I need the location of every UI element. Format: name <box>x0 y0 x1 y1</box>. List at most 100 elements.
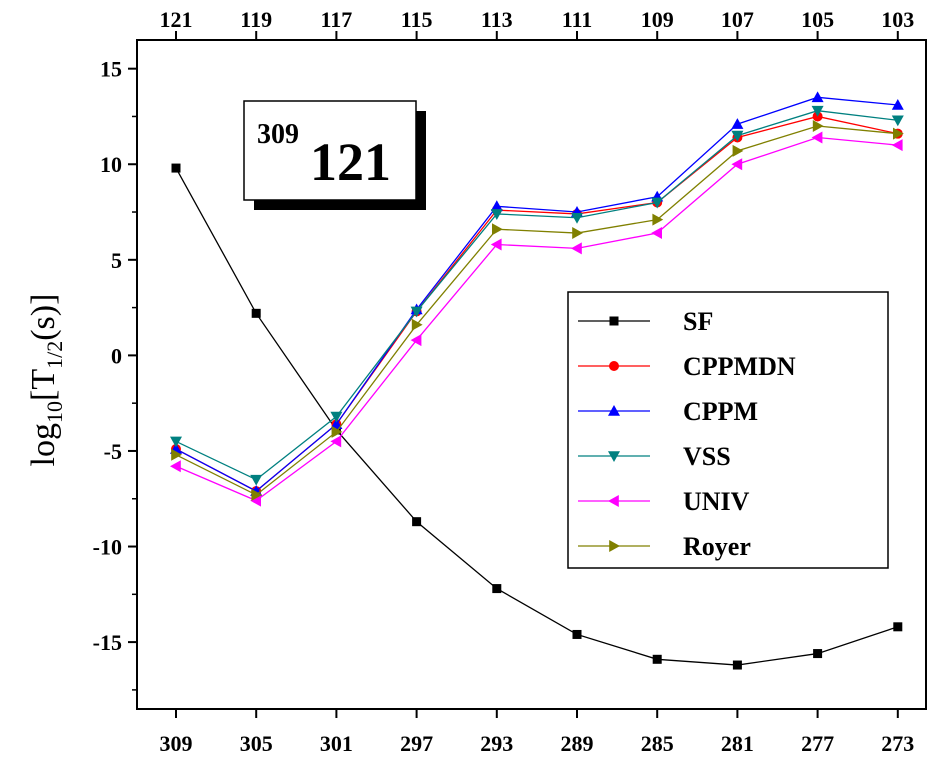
x-tick-label: 309 <box>160 731 193 756</box>
y-tick-label: -15 <box>93 630 122 655</box>
data-point <box>652 654 662 664</box>
x-top-tick-label: 119 <box>240 7 272 32</box>
legend-item-royer: Royer <box>578 532 751 561</box>
data-point <box>251 488 263 501</box>
data-point <box>572 227 583 240</box>
data-point <box>170 436 182 448</box>
data-point <box>412 517 422 527</box>
x-tick-label: 289 <box>561 731 594 756</box>
legend-label: Royer <box>683 532 751 561</box>
data-point <box>330 411 343 423</box>
data-point <box>330 435 342 448</box>
legend-marker <box>608 451 620 462</box>
x-top-tick-label: 103 <box>881 7 914 32</box>
data-point <box>410 306 423 318</box>
data-point <box>492 584 502 594</box>
series-line <box>175 110 898 481</box>
data-point <box>891 115 904 127</box>
x-top-tick-label: 113 <box>481 7 513 32</box>
legend-marker <box>609 361 619 371</box>
x-tick-label: 301 <box>320 731 353 756</box>
legend-item-sf: SF <box>578 307 713 336</box>
data-point <box>893 127 904 140</box>
data-point <box>490 200 503 212</box>
data-point <box>250 474 263 486</box>
x-tick-label: 277 <box>801 731 834 756</box>
data-point <box>571 212 583 224</box>
x-tick-label: 281 <box>721 731 754 756</box>
y-label-end: (s)] <box>25 294 62 341</box>
data-point <box>811 131 823 144</box>
plot-frame <box>136 39 927 710</box>
data-point <box>250 494 261 507</box>
data-point <box>171 163 181 173</box>
series-univ <box>170 131 903 507</box>
series-layer <box>170 91 904 670</box>
legend-marker <box>609 540 620 552</box>
x-top-tick-label: 121 <box>160 7 193 32</box>
data-point <box>170 460 181 473</box>
legend-item-univ: UNIV <box>578 487 750 516</box>
legend-label: UNIV <box>683 487 750 516</box>
data-point <box>813 649 823 659</box>
data-point <box>891 139 903 152</box>
data-point <box>571 242 582 255</box>
data-point <box>731 158 743 171</box>
legend-label: SF <box>683 307 713 336</box>
data-point <box>811 105 824 117</box>
annotation-box: 309 121 <box>243 100 426 210</box>
data-point <box>651 197 664 209</box>
legend-marker <box>608 495 619 507</box>
y-tick-label: -5 <box>104 439 122 464</box>
legend: SF CPPMDN CPPM VSS UNIV Royer <box>567 291 889 569</box>
y-label-mid: [T <box>25 369 62 401</box>
legend-item-cppm: CPPM <box>578 397 758 426</box>
data-point <box>171 448 182 461</box>
data-point <box>732 660 742 670</box>
data-point <box>651 227 662 240</box>
annotation-frame <box>243 100 417 201</box>
x-tick-label: 285 <box>641 731 674 756</box>
x-top-tick-label: 105 <box>801 7 834 32</box>
data-point <box>891 98 904 110</box>
legend-label: CPPMDN <box>683 352 796 381</box>
y-tick-label: 5 <box>111 248 122 273</box>
legend-marker <box>609 316 619 326</box>
series-line <box>175 96 898 492</box>
ticks-layer: 309 121 305 119 301 117 297 115 293 113 289 111 285 1… <box>93 7 915 756</box>
legend-items: SF CPPMDN CPPM VSS UNIV Royer <box>578 307 796 561</box>
data-point <box>732 144 744 157</box>
y-label-base: log <box>25 423 62 466</box>
data-point <box>331 425 343 438</box>
x-top-tick-label: 109 <box>641 7 674 32</box>
annotation-superscript: 309 <box>257 119 299 150</box>
data-point <box>251 308 261 318</box>
y-tick-label: 15 <box>100 57 122 82</box>
y-tick-label: 10 <box>100 152 122 177</box>
series-line <box>175 167 899 666</box>
data-point <box>731 130 744 142</box>
y-label-sub: 10 <box>42 401 67 423</box>
legend-item-cppmdn: CPPMDN <box>578 352 796 381</box>
x-top-tick-label: 111 <box>562 7 593 32</box>
x-tick-label: 305 <box>240 731 273 756</box>
data-point <box>572 629 582 639</box>
legend-marker <box>608 405 620 416</box>
y-label-sub2: 1/2 <box>42 341 67 369</box>
data-point <box>811 91 824 103</box>
data-point <box>652 213 664 226</box>
y-tick-label: -10 <box>93 535 122 560</box>
x-top-tick-label: 107 <box>721 7 754 32</box>
data-point <box>410 334 422 347</box>
series-vss <box>170 105 904 486</box>
y-axis-label: log10[T1/2(s)] <box>25 294 67 467</box>
legend-item-vss: VSS <box>578 442 731 471</box>
series-royer <box>171 120 904 501</box>
series-line <box>175 125 898 496</box>
legend-label: VSS <box>683 442 731 471</box>
legend-frame <box>567 291 889 569</box>
x-tick-label: 297 <box>400 731 433 756</box>
data-point <box>812 120 824 133</box>
data-point <box>492 223 503 236</box>
